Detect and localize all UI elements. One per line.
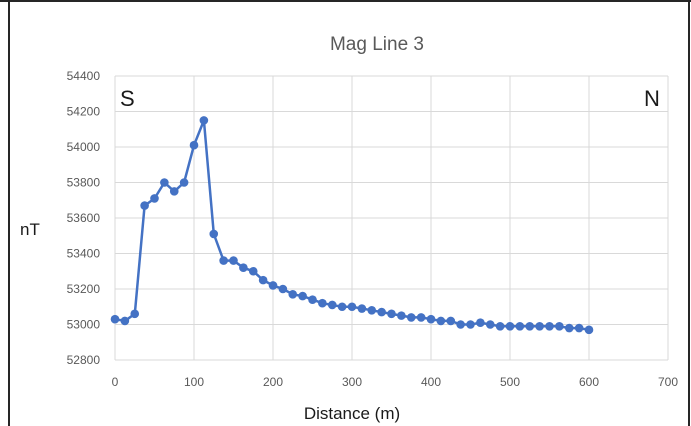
x-tick-label: 700 (658, 375, 678, 389)
data-point (456, 320, 465, 329)
y-tick-label: 54200 (67, 105, 101, 119)
y-tick-label: 54400 (67, 69, 101, 83)
data-point (150, 194, 159, 203)
data-point (476, 318, 485, 328)
data-point (426, 314, 436, 324)
data-point (485, 320, 495, 329)
y-tick-label: 54000 (67, 140, 101, 154)
data-point (436, 316, 446, 326)
data-point (555, 321, 564, 331)
data-point (219, 256, 228, 265)
data-point (169, 187, 179, 196)
data-point (308, 295, 317, 304)
data-point (179, 178, 189, 187)
data-point (505, 321, 515, 331)
data-point (110, 314, 120, 324)
data-point (347, 302, 357, 312)
data-point (337, 302, 347, 312)
data-point (357, 304, 367, 313)
data-point (564, 323, 574, 333)
x-tick-label: 600 (579, 375, 599, 389)
data-point (120, 316, 130, 326)
data-point (278, 284, 288, 294)
x-tick-label: 400 (421, 375, 441, 389)
y-tick-label: 52800 (67, 353, 101, 367)
y-tick-label: 53400 (67, 247, 101, 261)
data-point (130, 309, 140, 319)
data-point (397, 311, 406, 320)
y-tick-label: 53200 (67, 282, 101, 296)
y-axis-title: nT (20, 220, 40, 239)
grid-layer (114, 75, 669, 361)
data-point (466, 320, 475, 329)
data-point (525, 321, 535, 331)
data-point (288, 290, 298, 299)
x-tick-label: 100 (184, 375, 204, 389)
data-point (584, 325, 594, 335)
data-point (209, 229, 219, 239)
x-axis-title: Distance (m) (304, 404, 400, 423)
data-point (545, 321, 554, 331)
data-point (416, 313, 426, 322)
x-tick-label: 500 (500, 375, 520, 389)
x-tick-label: 200 (263, 375, 283, 389)
data-point (140, 201, 149, 210)
data-point (160, 178, 169, 187)
y-tick-label: 53600 (67, 211, 101, 225)
direction-label-south: S (120, 86, 135, 111)
data-point (387, 309, 396, 319)
data-point (446, 316, 456, 326)
data-point (199, 116, 209, 125)
data-point (318, 298, 327, 308)
data-point (406, 313, 416, 322)
data-point (239, 263, 248, 273)
data-point (298, 291, 307, 301)
data-point (495, 321, 505, 331)
chart-title: Mag Line 3 (330, 34, 424, 55)
y-tick-label: 53800 (67, 176, 101, 190)
data-point (258, 275, 268, 285)
y-tick-labels: 52800 53000 53200 53400 53600 53800 54000 54200… (67, 69, 101, 367)
data-point (535, 321, 544, 331)
data-point (377, 307, 386, 317)
x-tick-label: 0 (112, 375, 119, 389)
direction-label-north: N (644, 86, 660, 111)
data-point (248, 266, 258, 276)
y-tick-label: 53000 (67, 318, 101, 332)
data-point (189, 140, 199, 150)
x-tick-labels: 0 100 200 300 400 500 600 700 (112, 375, 679, 389)
data-point (229, 256, 238, 265)
x-tick-label: 300 (342, 375, 362, 389)
data-point (367, 306, 377, 315)
data-point (327, 300, 337, 310)
data-point (515, 321, 525, 331)
data-point (574, 323, 584, 333)
data-point (268, 281, 278, 290)
series-layer (110, 116, 594, 335)
